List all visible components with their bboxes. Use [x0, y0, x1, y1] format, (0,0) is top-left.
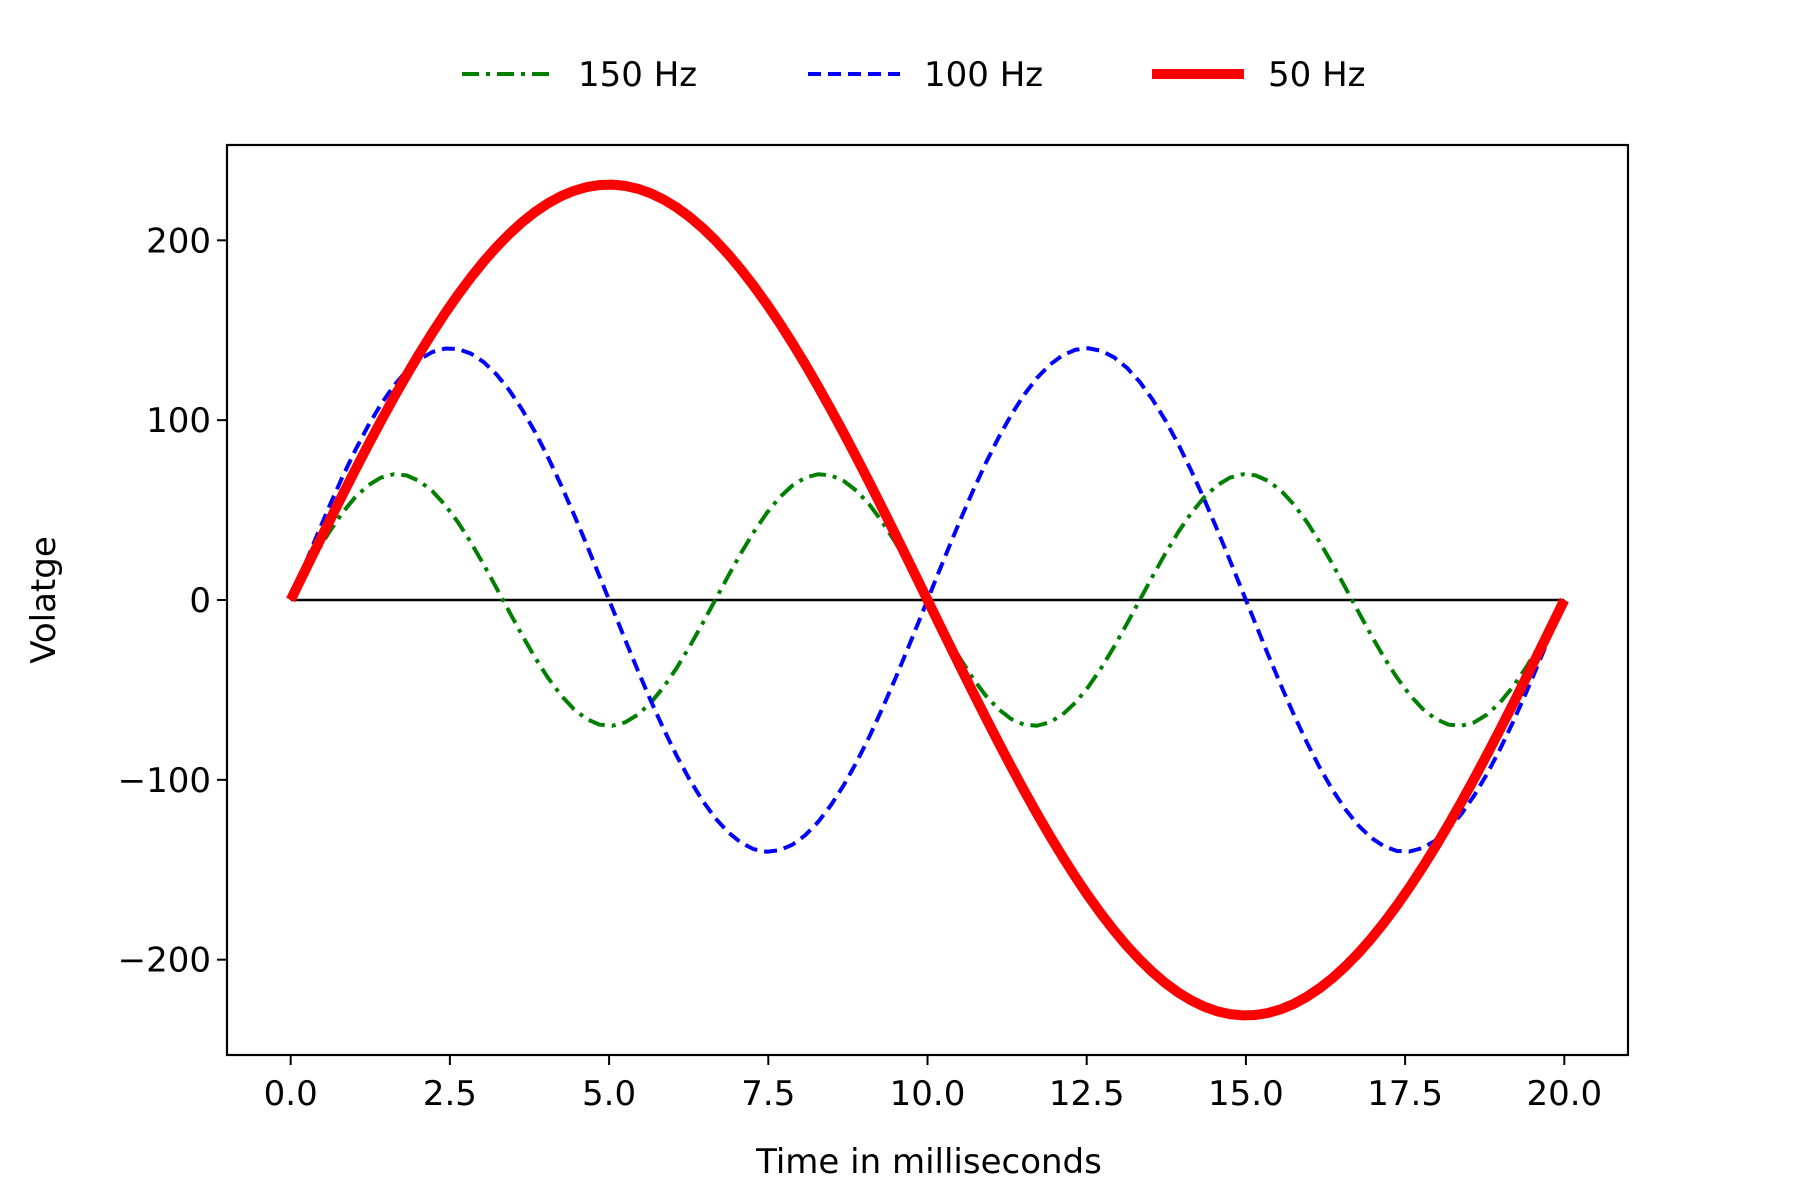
legend-entry-50hz: 50 Hz — [1152, 55, 1365, 95]
legend: 150 Hz 100 Hz 50 Hz — [462, 55, 1365, 95]
legend-label: 100 Hz — [924, 55, 1043, 95]
x-tick-label: 2.5 — [423, 1074, 477, 1114]
x-tick-label: 10.0 — [890, 1074, 966, 1114]
axes: 0.0 2.5 5.0 7.5 10.0 12.5 15.0 17.5 20.0 −200 −100… — [118, 143, 1630, 1114]
legend-entry-100hz: 100 Hz — [808, 55, 1043, 95]
x-axis-label: Time in milliseconds — [755, 1142, 1102, 1182]
y-tick-label: 200 — [146, 221, 211, 261]
x-tick-label: 5.0 — [582, 1074, 636, 1114]
y-tick-label: −200 — [118, 941, 211, 981]
y-tick-label: −100 — [118, 761, 211, 801]
series-line-50hz — [286, 179, 1569, 1021]
y-axis-label: Volatge — [24, 536, 64, 664]
y-tick-label: 100 — [146, 401, 211, 441]
x-tick-label: 7.5 — [741, 1074, 795, 1114]
x-tick-label: 12.5 — [1049, 1074, 1125, 1114]
legend-label: 50 Hz — [1268, 55, 1365, 95]
plot-area — [286, 179, 1569, 1021]
x-tick-label: 20.0 — [1526, 1074, 1602, 1114]
x-tick-label: 0.0 — [264, 1074, 318, 1114]
legend-entry-150hz: 150 Hz — [462, 55, 697, 95]
y-tick-label: 0 — [189, 581, 211, 621]
x-tick-label: 15.0 — [1208, 1074, 1284, 1114]
legend-label: 150 Hz — [578, 55, 697, 95]
x-tick-label: 17.5 — [1367, 1074, 1443, 1114]
